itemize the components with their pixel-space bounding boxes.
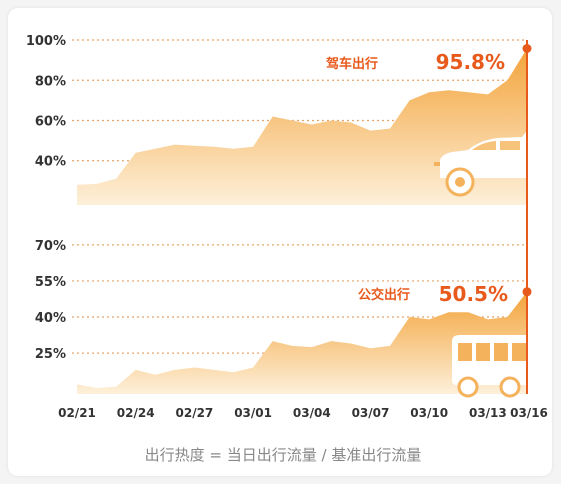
bus-y-tick: 40% <box>35 311 66 326</box>
x-tick: 03/10 <box>410 406 448 420</box>
car-panel: 100% 80% 60% 40% 驾车出行 95.8% <box>26 34 534 205</box>
x-tick: 03/04 <box>293 406 331 420</box>
x-tick: 02/24 <box>117 406 155 420</box>
x-tick: 03/01 <box>234 406 272 420</box>
car-y-tick: 100% <box>26 34 66 49</box>
bus-gridlines <box>72 244 527 354</box>
car-series-label: 驾车出行 <box>326 56 378 72</box>
car-series-value: 95.8% <box>436 50 505 74</box>
bus-panel: 70% 55% 40% 25% 公交出行 50.5% <box>35 239 532 398</box>
x-tick: 02/21 <box>58 406 96 420</box>
bus-icon <box>452 335 532 398</box>
x-tick: 03/16 <box>510 406 548 420</box>
car-y-tick: 80% <box>35 74 66 89</box>
bus-current-point <box>522 287 532 297</box>
car-icon <box>434 132 534 197</box>
car-current-point <box>522 44 532 53</box>
bus-series-label: 公交出行 <box>358 287 410 303</box>
bus-y-tick: 70% <box>35 239 66 254</box>
x-tick: 03/07 <box>352 406 390 420</box>
chart-caption: 出行热度 = 当日出行流量 / 基准出行流量 <box>145 446 422 464</box>
chart-card <box>8 8 552 476</box>
bus-y-tick: 25% <box>35 347 66 362</box>
car-y-tick: 60% <box>35 115 66 130</box>
car-y-axis: 100% 80% 60% 40% <box>26 34 66 170</box>
bus-area-series <box>77 291 527 394</box>
bus-y-tick: 55% <box>35 275 66 290</box>
bus-y-axis: 70% 55% 40% 25% <box>35 239 66 362</box>
bus-annotation: 公交出行 50.5% <box>358 282 508 306</box>
x-axis: 02/21 02/24 02/27 03/01 03/04 03/07 03/1… <box>58 406 548 420</box>
x-tick: 03/13 <box>469 406 507 420</box>
car-area-series <box>77 48 527 205</box>
x-tick: 02/27 <box>176 406 214 420</box>
car-annotation: 驾车出行 95.8% <box>326 50 505 74</box>
car-y-tick: 40% <box>35 155 66 170</box>
bus-series-value: 50.5% <box>439 282 508 306</box>
